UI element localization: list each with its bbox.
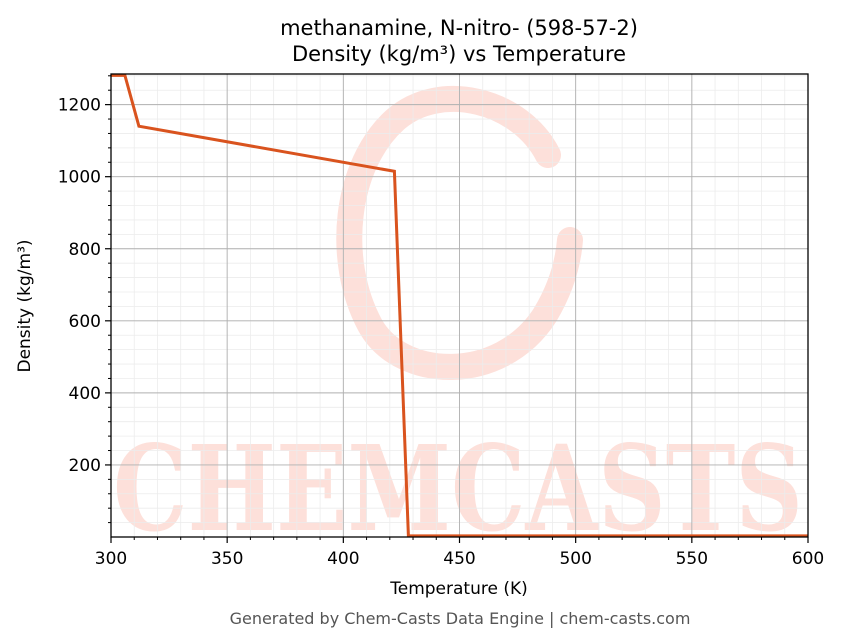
y-tick-label: 400 xyxy=(69,384,101,404)
chart-title: methanamine, N-nitro- (598-57-2) xyxy=(280,16,638,40)
watermark-logo: CHEMCASTS xyxy=(113,86,803,558)
x-tick-label: 500 xyxy=(559,549,591,569)
x-tick-label: 350 xyxy=(211,549,243,569)
x-tick-label: 450 xyxy=(443,549,475,569)
x-tick-label: 550 xyxy=(676,549,708,569)
y-tick-label: 200 xyxy=(69,456,101,476)
y-tick-label: 1000 xyxy=(58,168,101,188)
y-tick-label: 800 xyxy=(69,240,101,260)
y-tick-label: 1200 xyxy=(58,96,101,116)
x-axis: 300 350 400 450 500 550 600 xyxy=(95,537,824,569)
x-tick-label: 300 xyxy=(95,549,127,569)
footer-credit: Generated by Chem-Casts Data Engine | ch… xyxy=(230,609,691,628)
series-line xyxy=(111,73,808,538)
y-tick-label: 600 xyxy=(69,312,101,332)
x-tick-label: 600 xyxy=(792,549,824,569)
x-axis-label: Temperature (K) xyxy=(389,579,528,599)
chart-subtitle: Density (kg/m³) vs Temperature xyxy=(292,42,626,66)
y-axis: 200 400 600 800 1000 1200 xyxy=(58,75,111,524)
x-tick-label: 400 xyxy=(327,549,359,569)
y-axis-label: Density (kg/m³) xyxy=(15,239,35,372)
